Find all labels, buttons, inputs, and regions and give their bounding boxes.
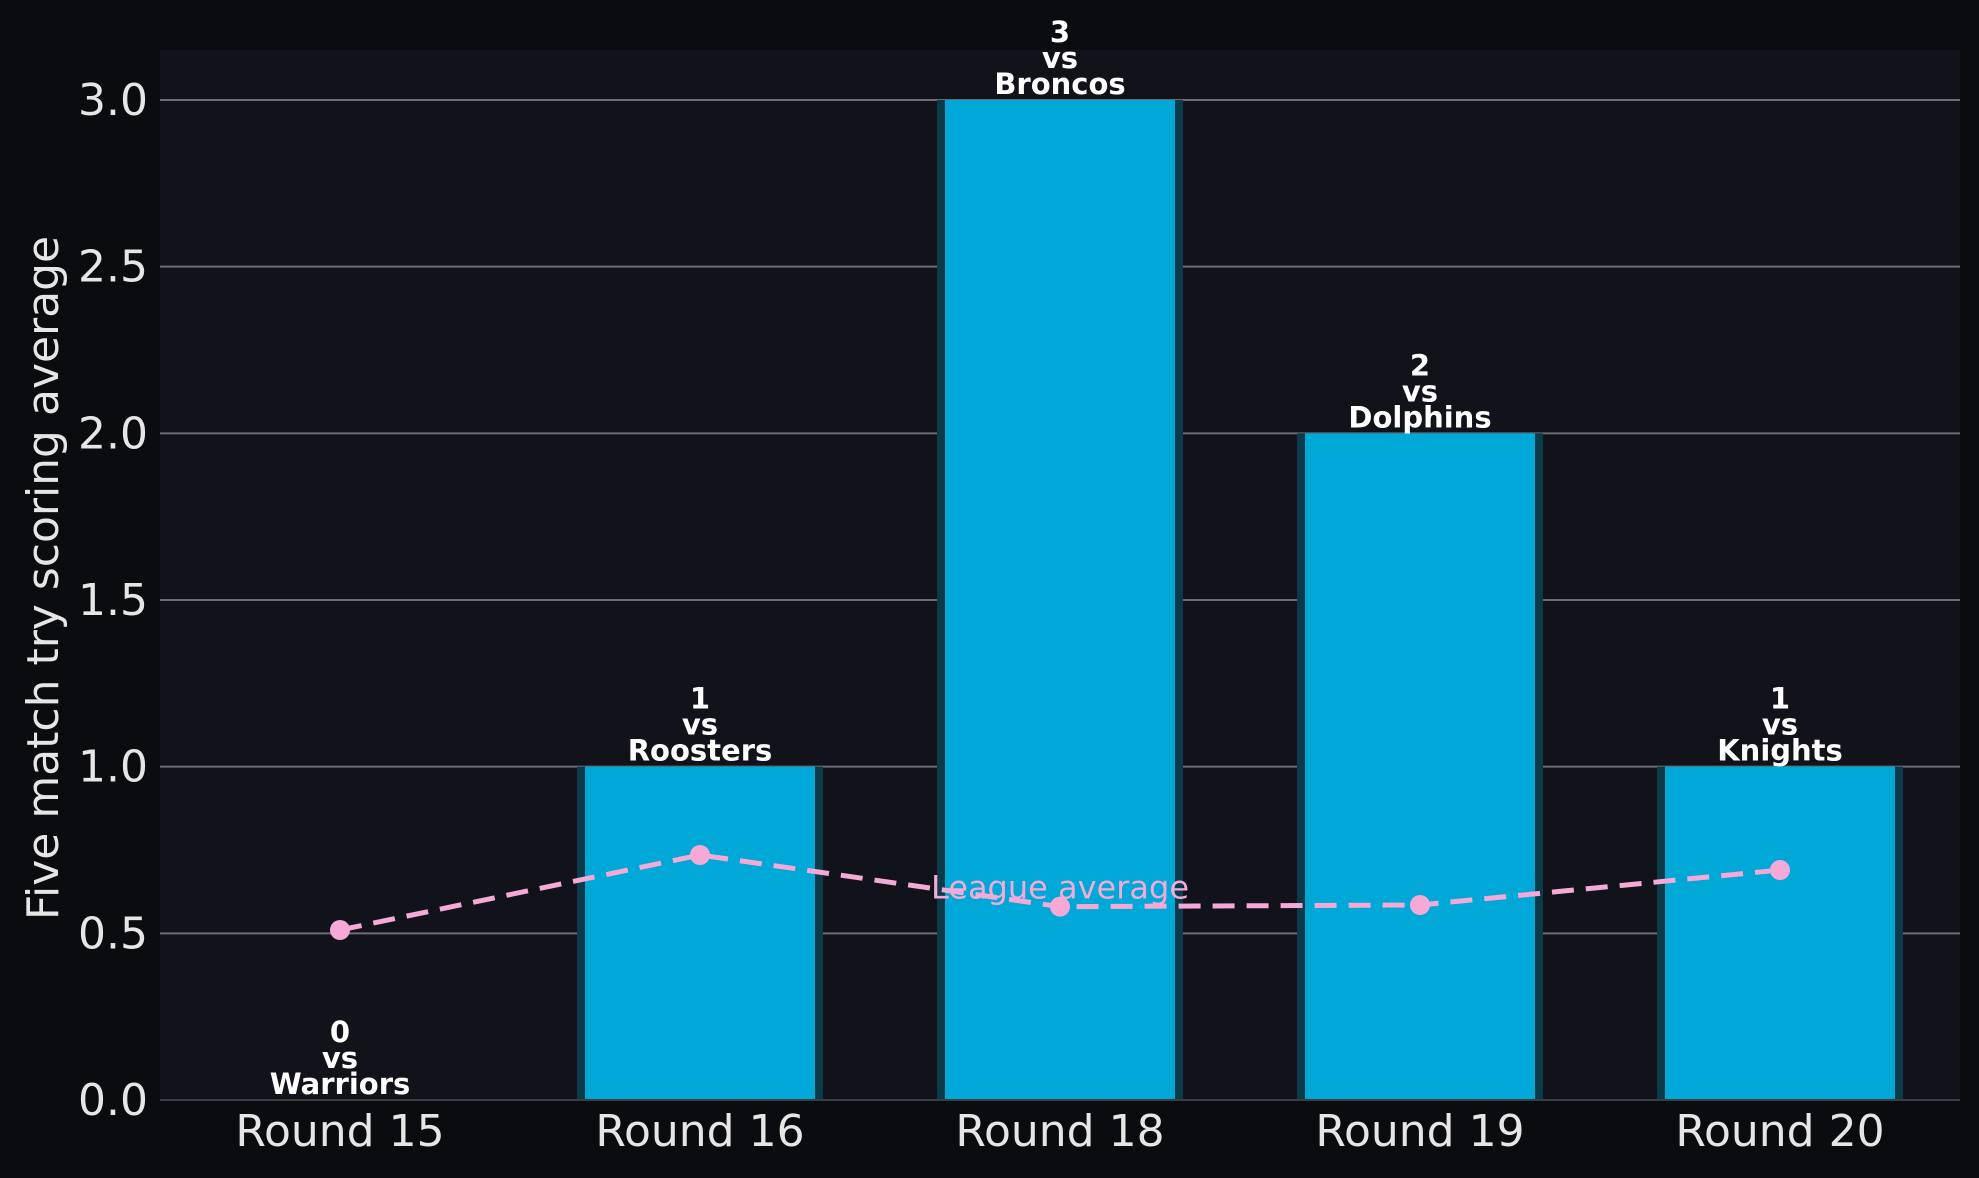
y-tick-label: 2.5 bbox=[78, 242, 148, 293]
bar-label-line: 2 bbox=[1410, 348, 1430, 382]
y-tick-label: 1.0 bbox=[78, 742, 148, 793]
bar bbox=[945, 100, 1175, 1100]
bar-label-line: vs bbox=[322, 1041, 358, 1075]
bar-label-line: vs bbox=[682, 708, 718, 742]
bar bbox=[585, 766, 815, 1100]
league-average-point bbox=[1050, 896, 1070, 917]
league-average-point bbox=[690, 845, 710, 865]
x-tick-label: Round 16 bbox=[595, 1106, 804, 1157]
bar-label-line: Warriors bbox=[270, 1067, 411, 1101]
bar-label-line: vs bbox=[1402, 374, 1438, 408]
bar-label-line: Roosters bbox=[628, 734, 773, 768]
league-average-series: League average bbox=[330, 845, 1790, 940]
league-average-point bbox=[330, 920, 350, 940]
bar-label-line: Dolphins bbox=[1348, 400, 1491, 434]
y-tick-label: 1.5 bbox=[78, 575, 148, 626]
bar bbox=[1305, 433, 1535, 1100]
y-tick-label: 2.0 bbox=[78, 408, 148, 459]
bar bbox=[1665, 766, 1895, 1100]
bar-label-line: 1 bbox=[690, 682, 710, 716]
y-tick-label: 0.5 bbox=[78, 908, 148, 959]
league-average-point bbox=[1770, 860, 1790, 880]
league-average-label: League average bbox=[931, 869, 1189, 907]
axes: 0.0 0.5 1.0 1.5 2.0 2.5 3.0 Round 15 Round 16 Rou… bbox=[78, 75, 1960, 1157]
bar-label-line: 3 bbox=[1050, 15, 1070, 49]
bars bbox=[577, 100, 1903, 1100]
x-tick-label: Round 19 bbox=[1315, 1106, 1524, 1157]
bar-labels: 0vsWarriors1vsRoosters3vsBroncos2vsDolph… bbox=[270, 15, 1843, 1101]
y-axis-label: Five match try scoring average bbox=[18, 236, 69, 920]
bar-label-line: 0 bbox=[330, 1015, 350, 1049]
bar-label-line: 1 bbox=[1770, 682, 1790, 716]
bar-label-line: vs bbox=[1762, 708, 1798, 742]
bar-label-line: Broncos bbox=[994, 67, 1125, 101]
y-tick-label: 0.0 bbox=[78, 1075, 148, 1126]
x-tick-label: Round 18 bbox=[955, 1106, 1164, 1157]
league-average-point bbox=[1410, 895, 1430, 915]
y-tick-label: 3.0 bbox=[78, 75, 148, 126]
x-tick-label: Round 15 bbox=[235, 1106, 444, 1157]
x-tick-label: Round 20 bbox=[1675, 1106, 1884, 1157]
bar-label-line: Knights bbox=[1717, 734, 1843, 768]
bar-label-line: vs bbox=[1042, 41, 1078, 75]
